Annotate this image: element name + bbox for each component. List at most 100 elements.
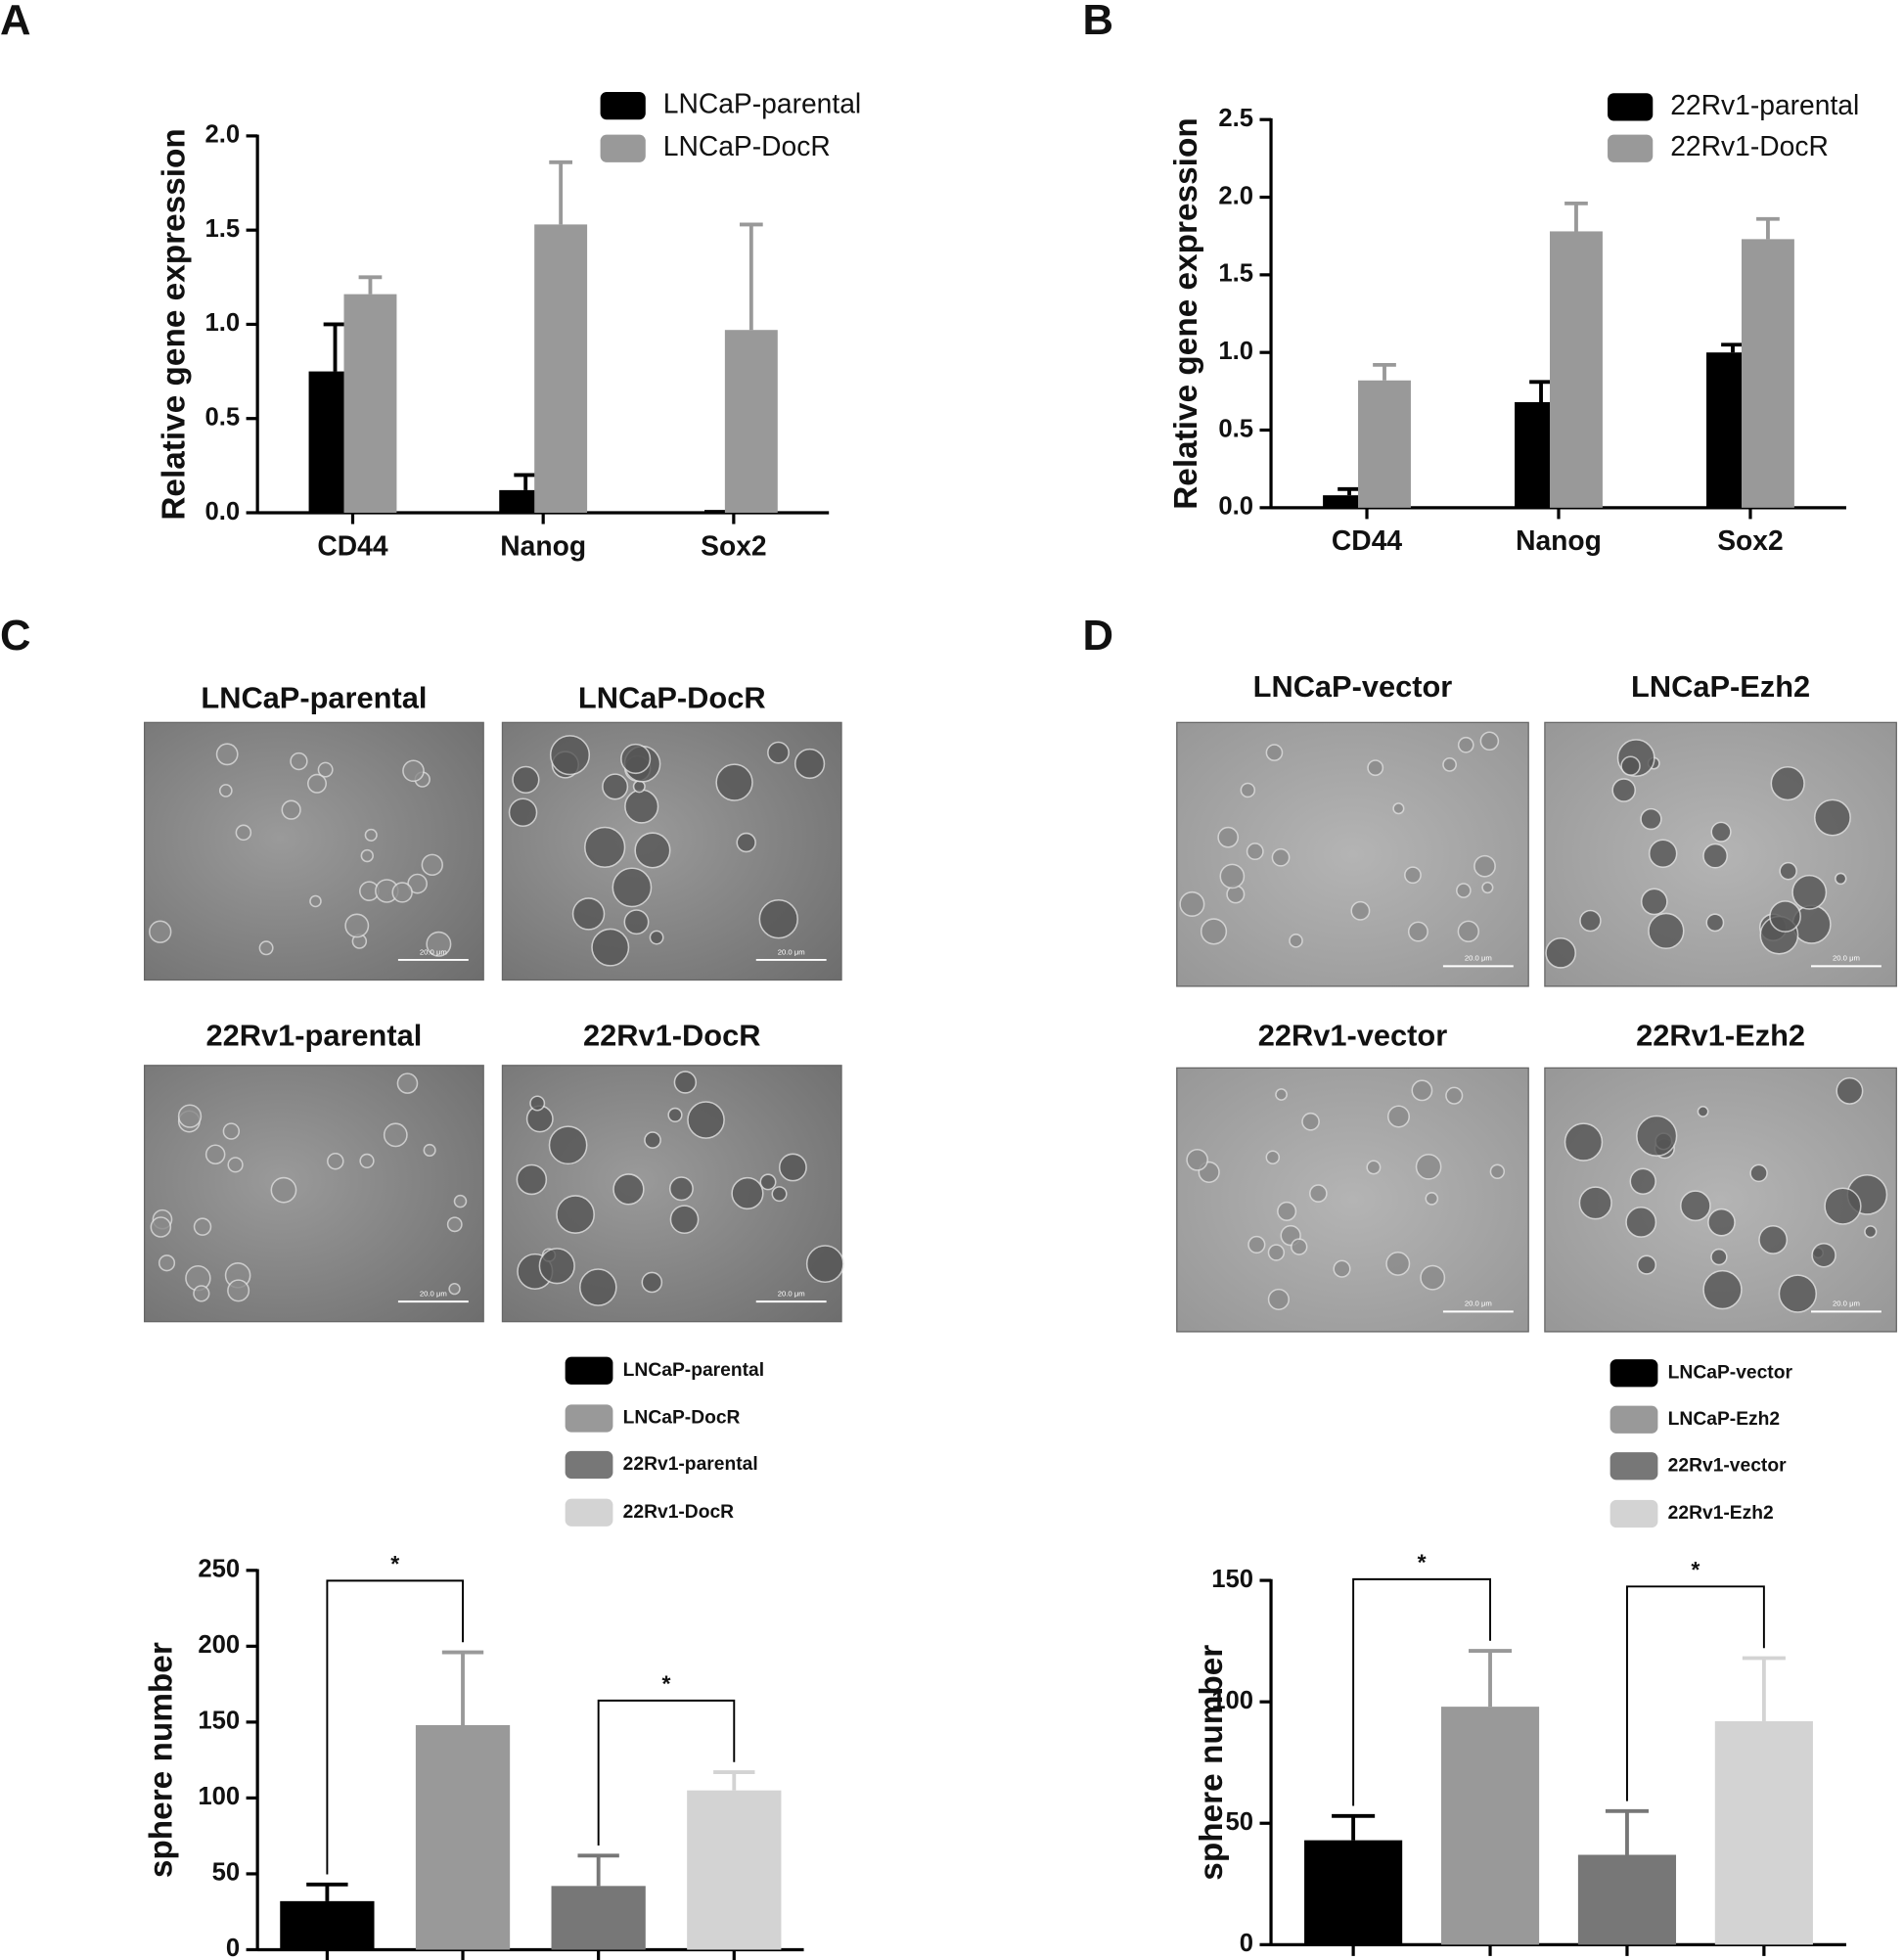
cell [1564, 1122, 1604, 1162]
cell [1710, 1248, 1728, 1266]
cell [1392, 802, 1405, 815]
cell [158, 1254, 176, 1272]
legend-label: LNCaP-parental [663, 88, 861, 119]
legend-swatch [1608, 134, 1654, 162]
scale-bar-label: 20.0 μm [1465, 954, 1492, 963]
cell [1267, 1244, 1286, 1261]
legend-swatch [1609, 1405, 1658, 1434]
cell [222, 1122, 241, 1140]
x-tick-label: Nanog [1516, 524, 1602, 556]
error-bar [323, 322, 347, 372]
cell [1265, 1150, 1281, 1165]
cell [290, 752, 308, 771]
legend-swatch [565, 1404, 613, 1433]
y-tick-label: 2.5 [1218, 105, 1253, 132]
cell [360, 848, 374, 863]
y-tick-label: 0 [226, 1935, 240, 1960]
y-tick-label: 50 [212, 1859, 241, 1887]
cell [591, 928, 630, 967]
legend-swatch [1609, 1499, 1658, 1528]
cell [1697, 1106, 1709, 1117]
cell [758, 899, 798, 939]
scale-bar-label: 20.0 μm [778, 1289, 805, 1298]
cell [668, 1176, 694, 1202]
cell [1679, 1190, 1711, 1222]
cell [1705, 913, 1725, 933]
cell [731, 1176, 764, 1210]
cell [1545, 936, 1577, 969]
significance-bracket [1352, 1577, 1492, 1806]
cell [1246, 843, 1264, 861]
cell [149, 920, 172, 943]
cell [1456, 883, 1472, 898]
y-tick-label: 50 [1226, 1808, 1254, 1836]
cell [1267, 1288, 1290, 1311]
error-bar [1337, 486, 1361, 496]
bar [1741, 239, 1794, 508]
legend-label: 22Rv1-DocR [623, 1502, 735, 1523]
cell [446, 1216, 463, 1233]
cell [548, 1125, 588, 1165]
legend-label: LNCaP-DocR [663, 130, 831, 161]
cell [634, 832, 671, 869]
cell [258, 940, 274, 956]
bar [1714, 1721, 1813, 1945]
micrograph-title: LNCaP-DocR [578, 680, 766, 714]
cell [270, 1176, 297, 1204]
cell [453, 1194, 468, 1208]
error-bar [1529, 380, 1553, 402]
y-tick-label: 1.5 [205, 215, 241, 243]
scale-bar-label: 20.0 μm [1833, 1299, 1860, 1308]
significance-label: * [1691, 1557, 1700, 1582]
error-bar [704, 510, 728, 514]
scale-bar-label: 20.0 μm [778, 947, 805, 956]
cell [307, 773, 328, 794]
legend-swatch [600, 134, 646, 162]
cell [778, 1153, 807, 1182]
micrograph-title: LNCaP-Ezh2 [1631, 669, 1810, 704]
error-bar [1742, 1656, 1786, 1722]
y-tick-label: 0.5 [205, 403, 241, 431]
cell [623, 909, 650, 935]
cell [1648, 839, 1678, 869]
y-axis-label: Relative gene expression [157, 128, 193, 520]
cell [508, 798, 538, 828]
cell [1420, 1264, 1446, 1291]
cell [667, 1107, 683, 1123]
cell [612, 867, 653, 908]
cell [1275, 1088, 1288, 1101]
cell [309, 894, 322, 908]
cell [1791, 874, 1828, 910]
cell [281, 799, 301, 820]
y-tick-label: 150 [1211, 1566, 1253, 1593]
cell [1271, 847, 1291, 867]
cell [1457, 736, 1474, 753]
cell [1265, 744, 1284, 761]
cell [1640, 807, 1662, 831]
error-bar [739, 222, 763, 331]
cell [1385, 1251, 1411, 1276]
x-tick-label: Sox2 [701, 529, 766, 561]
cell [1579, 909, 1602, 933]
cell [1770, 765, 1805, 801]
cell [529, 1095, 546, 1112]
y-tick-label: 250 [198, 1556, 240, 1583]
cell [204, 1144, 226, 1165]
scale-bar-label: 20.0 μm [1833, 954, 1860, 963]
error-bar [1721, 342, 1745, 353]
micrograph-title: 22Rv1-parental [206, 1019, 423, 1053]
cell [1824, 1187, 1862, 1225]
bar [687, 1790, 782, 1950]
cell [364, 828, 378, 842]
cell [1702, 1269, 1743, 1310]
cell [1217, 826, 1240, 848]
error-bar [1756, 216, 1780, 240]
micrograph [1176, 1067, 1529, 1333]
cell [1640, 888, 1668, 916]
error-bar [549, 160, 573, 225]
x-tick-label: CD44 [1332, 524, 1402, 556]
x-tick-label: Nanog [500, 529, 586, 561]
cell [327, 1152, 344, 1170]
bar [1550, 231, 1603, 508]
